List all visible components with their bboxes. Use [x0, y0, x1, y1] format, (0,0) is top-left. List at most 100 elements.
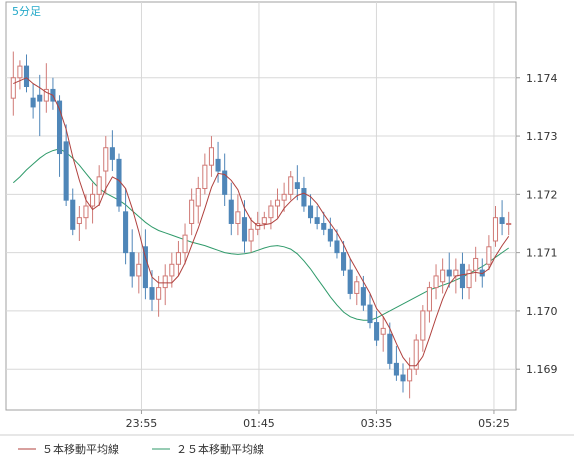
y-tick-label: 1.171 — [526, 247, 558, 260]
candle-body — [420, 310, 426, 341]
candle — [23, 54, 30, 93]
x-tick-label: 01:45 — [243, 417, 275, 430]
candle-body — [222, 170, 228, 195]
candle — [96, 165, 102, 206]
candle-body — [202, 164, 208, 190]
candle-body — [499, 217, 505, 224]
candle-body — [294, 182, 300, 190]
candle-body — [17, 65, 23, 79]
candle — [189, 188, 195, 236]
candle-body — [307, 205, 314, 219]
candle — [459, 252, 466, 300]
candle — [307, 194, 314, 224]
candle — [393, 345, 399, 381]
candle-body — [380, 327, 386, 335]
candle-body — [459, 263, 466, 289]
candle-body — [466, 269, 472, 289]
candle — [334, 229, 340, 259]
candle — [374, 310, 380, 346]
candle — [367, 293, 373, 329]
candle — [255, 211, 261, 236]
candle-body — [486, 246, 492, 265]
candle-body — [413, 339, 419, 370]
y-tick-label: 1.174 — [526, 72, 558, 85]
candle — [506, 211, 512, 236]
candle — [473, 246, 479, 282]
candle-body — [261, 217, 267, 224]
candle — [420, 305, 426, 352]
candle-body — [341, 252, 347, 271]
candle-body — [103, 147, 109, 172]
candle-body — [255, 222, 261, 230]
candle — [202, 153, 208, 195]
candle-body — [347, 269, 353, 294]
candle — [288, 171, 294, 201]
candle — [37, 74, 43, 137]
candle — [142, 229, 148, 300]
candle-body — [228, 199, 234, 224]
candle — [235, 194, 241, 236]
candle-body — [327, 228, 333, 242]
candle — [486, 235, 492, 271]
candle-body — [182, 234, 188, 254]
candle-body — [56, 100, 63, 155]
candle-body — [407, 368, 413, 382]
candle — [407, 357, 413, 399]
candles-layer — [10, 51, 512, 399]
candle-body — [374, 322, 380, 341]
timeframe-label: 5分足 — [12, 5, 41, 18]
candle — [433, 264, 439, 300]
candle-body — [195, 188, 201, 207]
candle-body — [189, 199, 195, 224]
candle — [327, 217, 333, 247]
candle-body — [162, 275, 168, 289]
candle-body — [426, 287, 432, 312]
ma5-line — [13, 77, 510, 367]
candle-body — [30, 97, 36, 108]
candle-body — [274, 199, 281, 207]
candle — [440, 258, 446, 294]
candle — [281, 182, 287, 212]
y-axis-ticks: 1.169 1.170 1.171 1.172 1.173 1.174 — [516, 72, 558, 376]
candle — [90, 182, 96, 224]
ma25-line-layer — [12, 148, 509, 321]
candle-body — [109, 147, 115, 160]
candle — [169, 252, 175, 288]
candle-body — [354, 281, 360, 294]
candle-body — [129, 252, 135, 277]
candle — [341, 240, 347, 276]
y-tick-label: 1.173 — [526, 130, 558, 143]
candle — [492, 206, 499, 247]
legend-ma5-label: ５本移動平均線 — [42, 442, 119, 456]
candle-body — [63, 141, 69, 201]
legend-ma25-label: ２５本移動平均線 — [176, 442, 264, 456]
candle — [413, 334, 419, 376]
candle — [43, 63, 49, 113]
candle — [248, 217, 254, 253]
x-axis-ticks: 23:55 01:45 03:35 05:25 — [126, 410, 510, 430]
candle-body — [76, 217, 82, 224]
candle-body — [90, 193, 96, 207]
candle-body — [334, 240, 340, 254]
ma5-line-layer — [13, 77, 510, 367]
candle — [17, 60, 23, 90]
candle — [208, 136, 215, 177]
legend: ５本移動平均線 ２５本移動平均線 — [18, 442, 264, 456]
candle-body — [10, 77, 16, 99]
candle — [195, 176, 201, 224]
candle-body — [235, 211, 241, 224]
y-tick-label: 1.170 — [526, 305, 558, 318]
candle — [76, 206, 82, 241]
candle-body — [175, 252, 181, 265]
candle-body — [241, 217, 248, 242]
candle-body — [96, 176, 102, 195]
candle-body — [142, 246, 148, 289]
candle — [321, 211, 327, 236]
candle — [70, 188, 76, 236]
candle — [499, 200, 505, 236]
candle-body — [446, 269, 452, 277]
candle-body — [400, 374, 406, 382]
candle-body — [440, 269, 446, 283]
